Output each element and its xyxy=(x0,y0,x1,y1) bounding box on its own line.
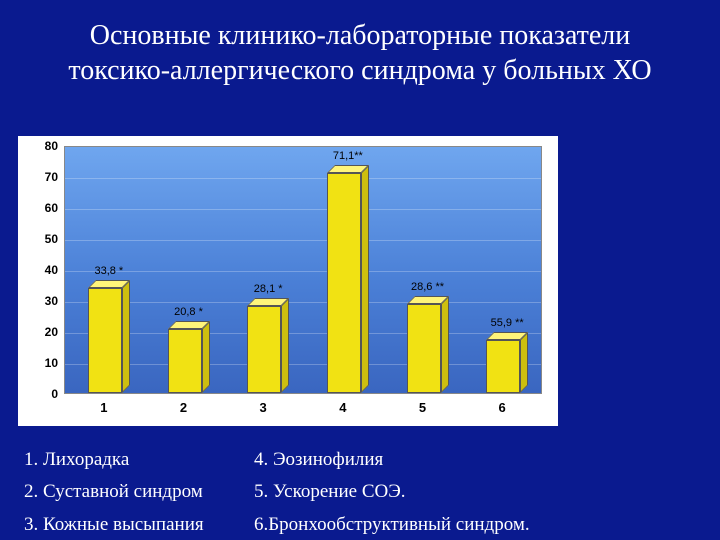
chart-container: 33,8 * 20,8 * 28,1 * 71,1** 28,6 ** 55,9 ** 0… xyxy=(18,136,558,426)
y-tick-label: 40 xyxy=(18,263,58,277)
gridline xyxy=(65,302,541,303)
x-tick-label: 6 xyxy=(499,400,506,415)
bar-value-label: 28,1 * xyxy=(254,283,283,295)
bar xyxy=(327,165,369,393)
legend-item: 1. Лихорадка xyxy=(24,445,254,475)
gridline xyxy=(65,240,541,241)
legend-item: 5. Ускорение СОЭ. xyxy=(254,477,614,507)
y-tick-label: 10 xyxy=(18,356,58,370)
bar-value-label: 28,6 ** xyxy=(411,281,444,293)
legend: 1. Лихорадка 4. Эозинофилия 2. Суставной… xyxy=(24,445,614,540)
legend-item: 4. Эозинофилия xyxy=(254,445,614,475)
legend-item: 2. Суставной синдром xyxy=(24,477,254,507)
gridline xyxy=(65,364,541,365)
y-tick-label: 80 xyxy=(18,139,58,153)
y-tick-label: 30 xyxy=(18,294,58,308)
gridline xyxy=(65,333,541,334)
bar xyxy=(407,296,449,393)
y-tick-label: 70 xyxy=(18,170,58,184)
bar-value-label: 55,9 ** xyxy=(491,317,524,329)
legend-item: 6.Бронхообструктивный синдром. xyxy=(254,510,614,540)
bar xyxy=(88,280,130,393)
slide-title: Основные клинико-лабораторные показатели… xyxy=(0,0,720,98)
bar xyxy=(247,298,289,393)
y-tick-label: 0 xyxy=(18,387,58,401)
x-tick-label: 4 xyxy=(339,400,346,415)
x-tick-label: 2 xyxy=(180,400,187,415)
gridline xyxy=(65,178,541,179)
x-tick-label: 3 xyxy=(260,400,267,415)
chart-plot: 33,8 * 20,8 * 28,1 * 71,1** 28,6 ** 55,9 ** xyxy=(64,146,542,394)
bar xyxy=(486,332,528,393)
y-tick-label: 50 xyxy=(18,232,58,246)
y-tick-label: 20 xyxy=(18,325,58,339)
bar-value-label: 20,8 * xyxy=(174,306,203,318)
x-tick-label: 1 xyxy=(100,400,107,415)
legend-item: 3. Кожные высыпания xyxy=(24,510,254,540)
bar-value-label: 33,8 * xyxy=(94,265,123,277)
gridline xyxy=(65,271,541,272)
y-tick-label: 60 xyxy=(18,201,58,215)
bar-value-label: 71,1** xyxy=(333,150,363,162)
bar xyxy=(168,321,210,393)
gridline xyxy=(65,209,541,210)
x-tick-label: 5 xyxy=(419,400,426,415)
